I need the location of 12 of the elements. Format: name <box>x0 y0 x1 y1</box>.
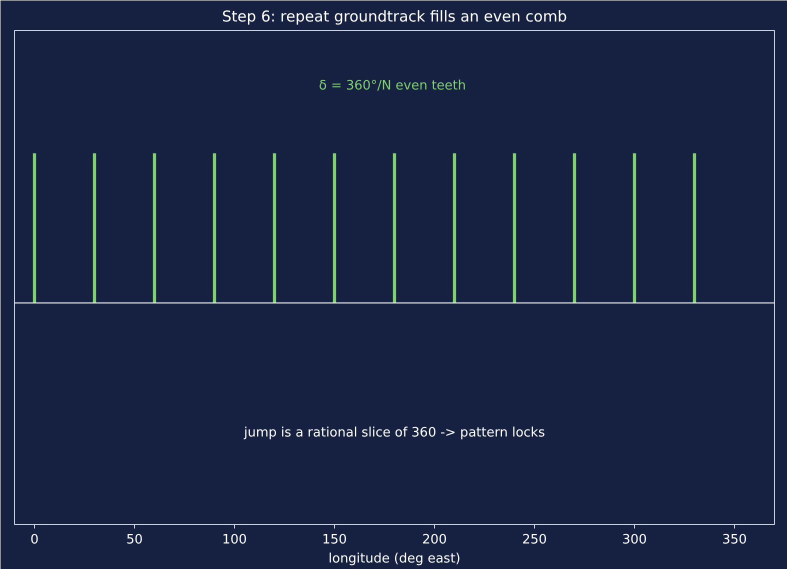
x-tick-label: 50 <box>126 532 143 548</box>
x-axis-title: longitude (deg east) <box>328 552 460 566</box>
chart-title: Step 6: repeat groundtrack fills an even comb <box>222 8 567 26</box>
x-tick-label: 300 <box>622 532 647 548</box>
text: δ = 360°/N even teeth <box>318 78 466 94</box>
x-tick-label: 200 <box>422 532 447 548</box>
x-tick-label: 350 <box>722 532 747 548</box>
x-tick-label: 150 <box>322 532 347 548</box>
x-tick-label: 0 <box>30 532 39 548</box>
x-tick-label: 100 <box>222 532 247 548</box>
text: jump is a rational slice of 360 -> pattern locks <box>243 426 546 441</box>
x-tick-label: 250 <box>522 532 547 548</box>
